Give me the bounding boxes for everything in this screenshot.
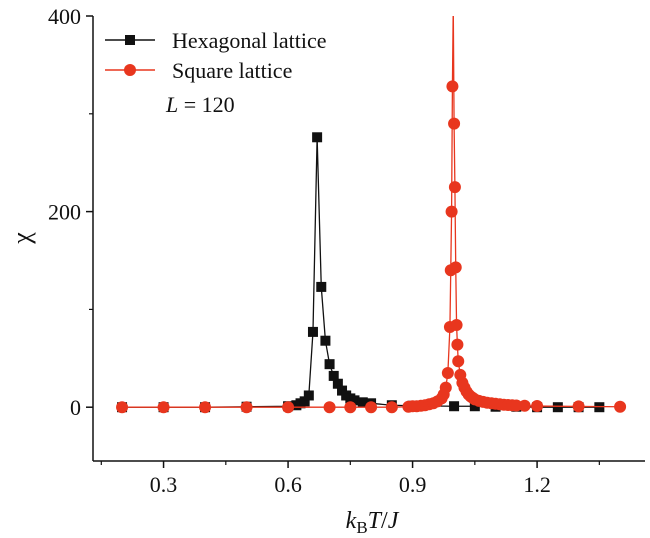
x-label-sub: B: [356, 518, 367, 537]
data-point-hexagonal: [332, 378, 343, 389]
data-point-hexagonal: [349, 395, 360, 406]
annotation-rest: = 120: [178, 92, 234, 117]
x-label-T: T: [368, 508, 383, 534]
data-point-hexagonal: [552, 402, 563, 413]
data-point-square: [344, 401, 357, 414]
data-point-square: [449, 261, 462, 274]
data-point-square: [531, 400, 544, 413]
annotation-lattice-size: L = 120: [165, 92, 235, 117]
data-point-hexagonal: [307, 326, 318, 337]
x-tick-label: 0.3: [150, 472, 178, 497]
data-point-square: [116, 401, 129, 414]
data-point-square: [447, 0, 459, 12]
legend-item-hexagonal: Hexagonal lattice: [105, 28, 327, 53]
data-point-square: [365, 401, 378, 414]
data-point-hexagonal: [328, 370, 339, 381]
data-point-square: [448, 181, 461, 194]
legend-item-square: Square lattice: [105, 58, 292, 83]
data-point-square: [614, 400, 627, 413]
y-tick-label: 400: [48, 4, 81, 29]
y-axis-label: χ: [7, 232, 36, 245]
x-label-k: k: [346, 508, 357, 534]
data-point-square: [451, 338, 464, 351]
data-point-hexagonal: [324, 359, 335, 370]
data-point-hexagonal: [357, 397, 368, 408]
data-point-square: [199, 401, 212, 414]
y-tick-label: 200: [48, 200, 81, 225]
data-point-hexagonal: [312, 132, 323, 143]
data-point-square: [448, 117, 461, 130]
data-point-hexagonal: [316, 281, 327, 292]
data-point-square: [240, 401, 253, 414]
data-point-square: [439, 381, 452, 394]
x-tick-label: 0.9: [399, 472, 427, 497]
axes: 0.3 0.6 0.9 1.2 0 200 400: [48, 4, 645, 497]
data-point-hexagonal: [303, 390, 314, 401]
legend-label-square: Square lattice: [172, 58, 292, 83]
legend-marker-square: [125, 35, 135, 45]
series-layer: [116, 0, 627, 414]
data-point-hexagonal: [320, 335, 331, 346]
data-point-square: [518, 399, 531, 412]
data-point-square: [441, 366, 454, 379]
data-point-square: [157, 401, 170, 414]
data-point-hexagonal: [469, 401, 480, 412]
data-point-hexagonal: [449, 401, 460, 412]
legend-label-hexagonal: Hexagonal lattice: [172, 28, 327, 53]
x-label-J: J: [388, 508, 400, 534]
data-point-square: [385, 401, 398, 414]
data-point-square: [445, 205, 458, 218]
data-point-square: [282, 401, 295, 414]
x-tick-label: 1.2: [523, 472, 551, 497]
data-point-square: [452, 355, 465, 368]
data-point-square: [323, 401, 336, 414]
x-axis-label: kBT/J: [346, 508, 400, 537]
data-point-square: [450, 319, 463, 332]
legend: Hexagonal lattice Square lattice: [105, 28, 327, 83]
x-tick-label: 0.6: [274, 472, 302, 497]
annotation-italic: L: [165, 92, 178, 117]
x-label-slash: /: [381, 508, 388, 534]
y-tick-label: 0: [70, 395, 81, 420]
legend-marker-circle: [124, 64, 136, 76]
series-line-hexagonal: [122, 137, 600, 408]
data-point-hexagonal: [299, 396, 310, 407]
data-point-square: [572, 400, 585, 413]
data-point-square: [446, 80, 459, 93]
